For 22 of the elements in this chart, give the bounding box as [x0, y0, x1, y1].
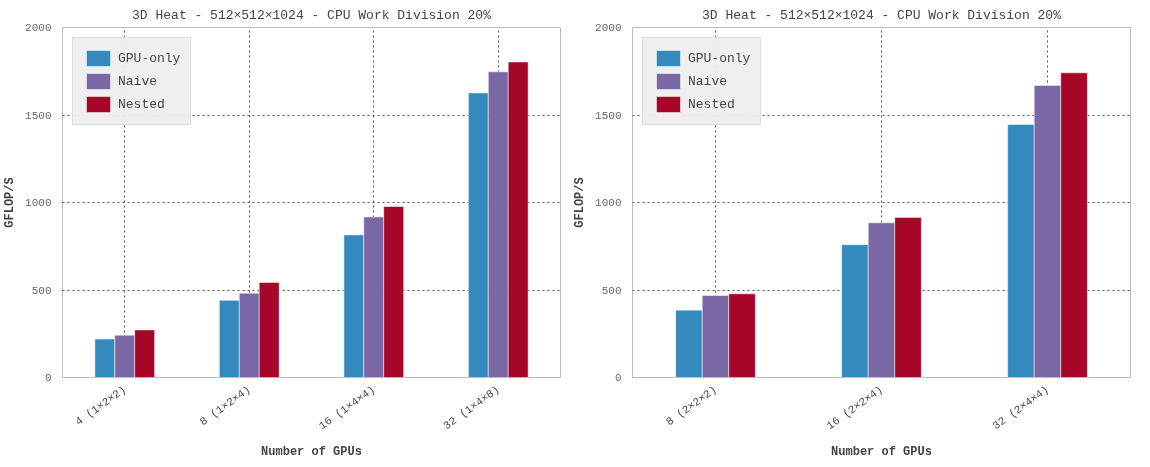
- legend-label: Nested: [118, 96, 165, 112]
- y-tick-label: 0: [614, 372, 622, 384]
- x-axis-title: Number of GPUs: [261, 445, 362, 460]
- y-tick-label: 2000: [595, 22, 622, 34]
- y-tick-label: 1500: [595, 109, 622, 122]
- legend-label: Naive: [688, 73, 728, 89]
- chart-title: 3D Heat - 512×512×1024 - CPU Work Division 20%: [132, 7, 492, 23]
- legend-label: GPU-only: [118, 50, 181, 66]
- y-tick-label: 2000: [25, 22, 52, 34]
- y-axis-title: GFLOP/S: [573, 177, 588, 228]
- legend-label: Nested: [688, 96, 735, 112]
- chart-title: 3D Heat - 512×512×1024 - CPU Work Division 20%: [702, 7, 1062, 23]
- y-axis-title: GFLOP/S: [3, 177, 18, 228]
- legend-label: GPU-only: [688, 50, 751, 66]
- y-tick-label: 0: [44, 372, 52, 384]
- y-tick-label: 1500: [25, 109, 52, 122]
- y-tick-label: 500: [31, 284, 52, 297]
- y-tick-label: 1000: [25, 197, 52, 209]
- y-tick-label: 1000: [595, 197, 622, 209]
- y-tick-label: 500: [601, 284, 622, 297]
- x-axis-title: Number of GPUs: [831, 445, 932, 460]
- legend-label: Naive: [118, 73, 158, 89]
